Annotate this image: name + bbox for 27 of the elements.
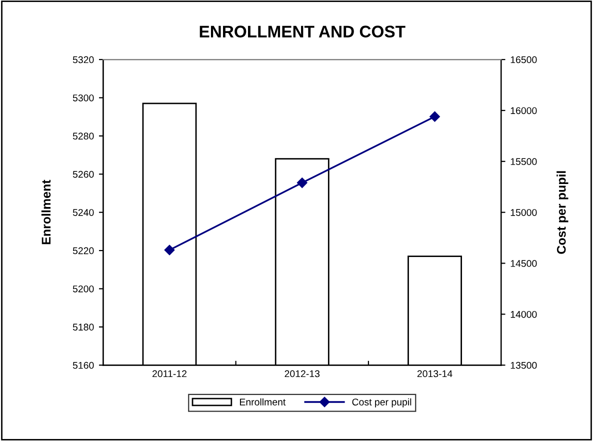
y2-tick-label: 14000 xyxy=(510,310,537,318)
y-axis-title: Enrollment xyxy=(41,180,51,244)
y-tick-label: 5260 xyxy=(72,170,94,178)
x-tick-label: 2011-12 xyxy=(152,370,186,378)
y2-axis-title: Cost per pupil xyxy=(556,171,568,254)
y-tick-label: 5200 xyxy=(72,285,94,292)
y-tick-label: 5220 xyxy=(72,247,94,254)
point xyxy=(430,111,440,122)
y-tick-label: 5320 xyxy=(72,56,94,64)
y2-tick-label: 16000 xyxy=(510,107,537,114)
y-tick-label: 5280 xyxy=(72,132,94,140)
y2-tick-label: 14500 xyxy=(510,260,537,267)
x-tick-label: 2013-14 xyxy=(417,370,452,378)
y2-tick-label: 15000 xyxy=(510,209,537,216)
legend-label: Cost per pupil xyxy=(352,398,412,408)
x-tick-label: 2012-13 xyxy=(284,370,320,378)
point xyxy=(297,178,308,188)
y2-tick-label: 13500 xyxy=(510,362,537,369)
legend-label: Enrollment xyxy=(240,398,286,406)
y2-tick-label: 15500 xyxy=(510,158,537,166)
y-tick-label: 5160 xyxy=(72,362,94,369)
y-tick-label: 5180 xyxy=(72,324,94,331)
point xyxy=(164,244,175,256)
y2-tick-label: 16500 xyxy=(510,56,537,64)
y-tick-label: 5240 xyxy=(72,209,94,216)
y-tick-label: 5300 xyxy=(72,94,94,102)
chart-title: ENROLLMENT AND COST xyxy=(200,26,406,38)
